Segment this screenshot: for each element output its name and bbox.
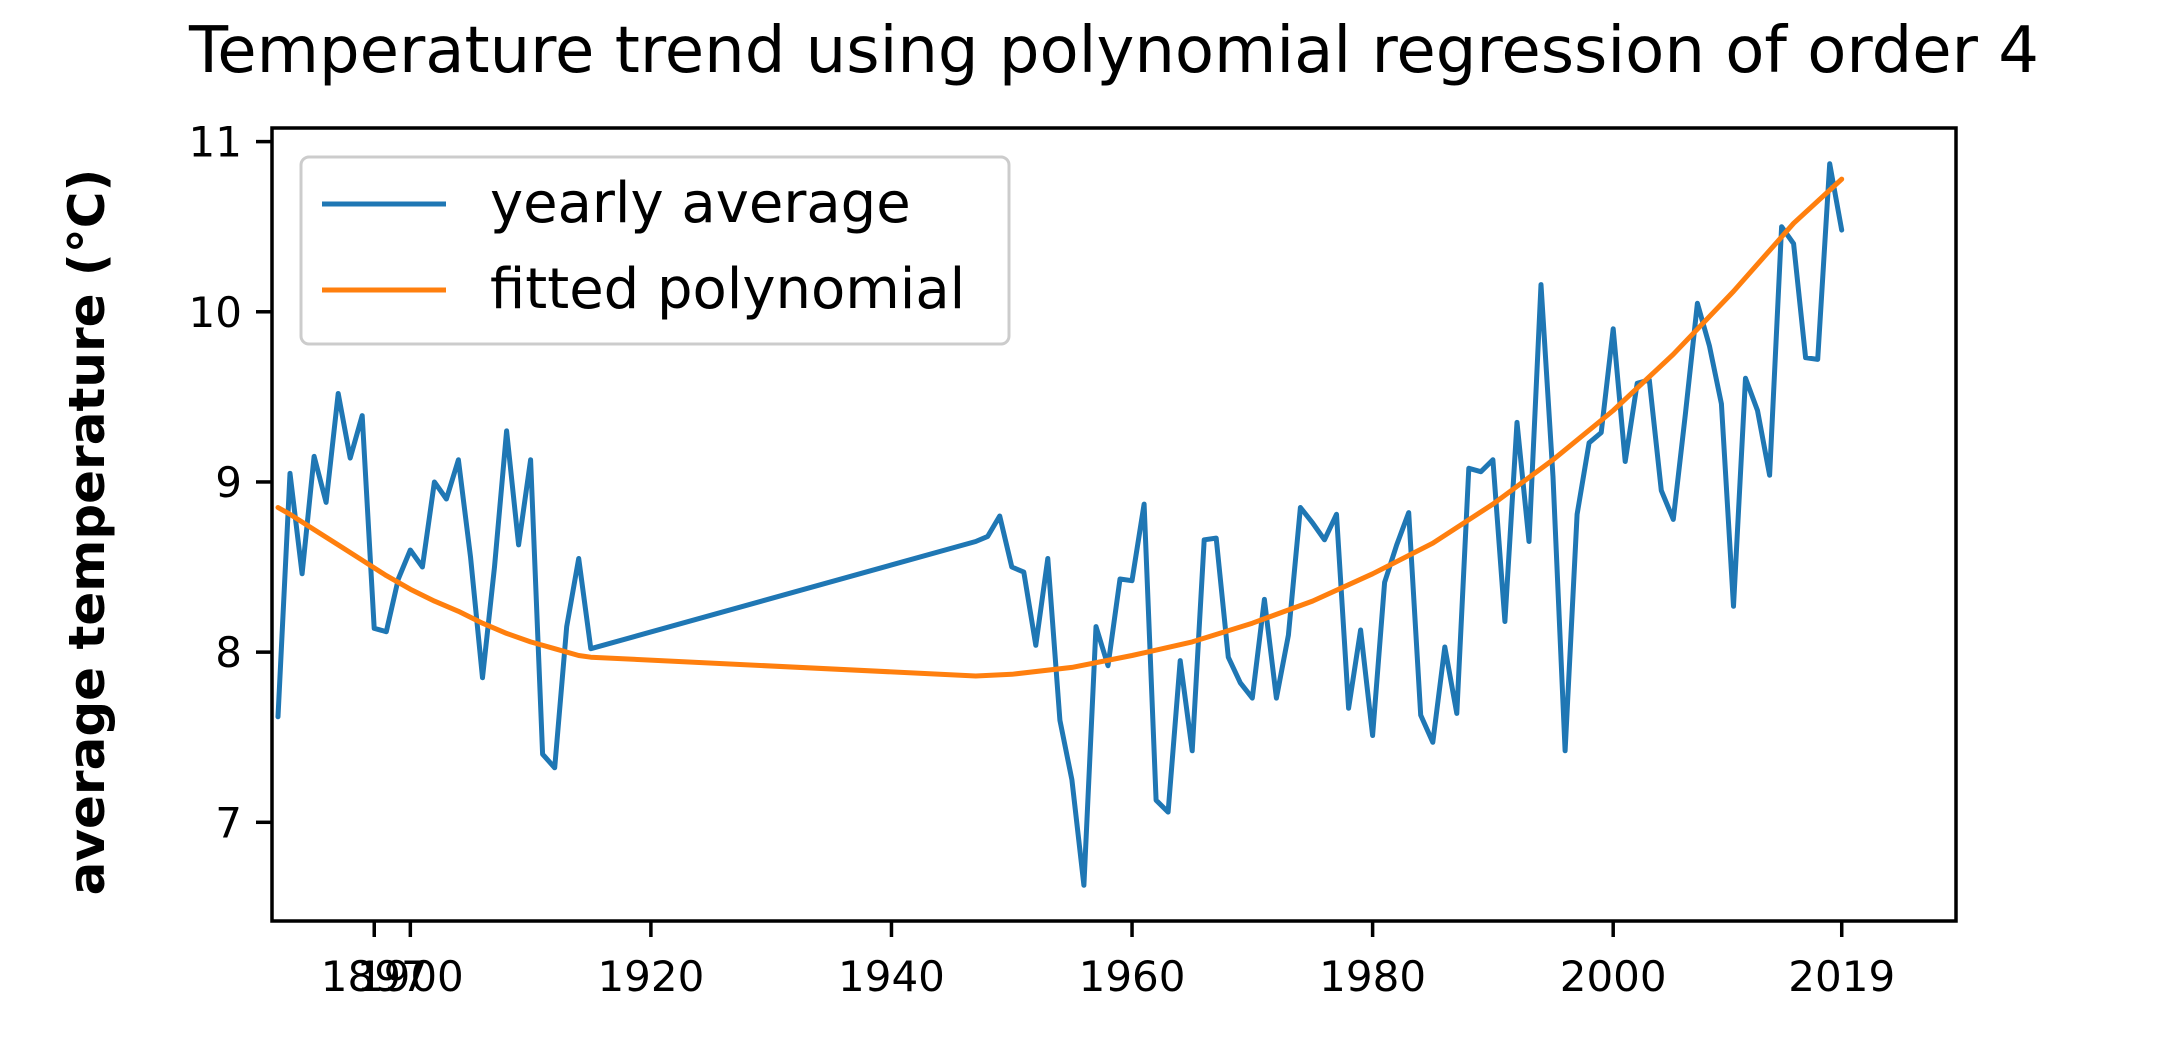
- legend-label-yearly-average: yearly average: [490, 171, 911, 236]
- x-tick-label-1920: 1920: [597, 952, 704, 1001]
- y-tick-label-10: 10: [189, 288, 242, 337]
- y-tick-label-9: 9: [215, 458, 242, 507]
- legend-box: [299, 155, 1011, 346]
- x-tick-label-1897: 1897: [321, 952, 428, 1001]
- x-tick-label-2019: 2019: [1788, 952, 1895, 1001]
- legend: yearly average fitted polynomial: [299, 155, 1011, 346]
- y-tick-label-8: 8: [215, 628, 242, 677]
- x-tick-label-1940: 1940: [838, 952, 945, 1001]
- x-tick-label-2000: 2000: [1560, 952, 1667, 1001]
- x-tick-label-1960: 1960: [1079, 952, 1186, 1001]
- y-tick-label-7: 7: [215, 798, 242, 847]
- series-layer: [275, 161, 1845, 888]
- x-tick-label-1980: 1980: [1319, 952, 1426, 1001]
- chart-title: Temperature trend using polynomial regre…: [188, 14, 2039, 88]
- plot-frame: [270, 126, 1958, 923]
- series-line-fitted-polynomial: [275, 176, 1845, 679]
- legend-label-fitted-polynomial: fitted polynomial: [490, 257, 965, 322]
- y-axis: 7 8 9 10 11: [189, 118, 272, 847]
- x-tick-label-1900: 1900: [357, 952, 464, 1001]
- y-tick-label-11: 11: [189, 118, 242, 167]
- y-axis-label: average temperature (°C): [58, 169, 116, 896]
